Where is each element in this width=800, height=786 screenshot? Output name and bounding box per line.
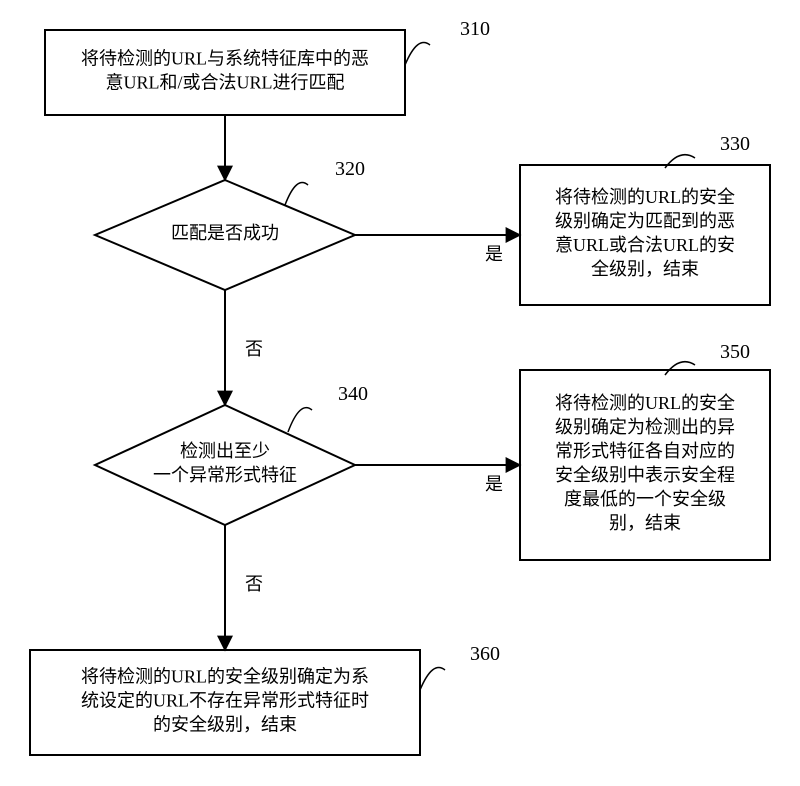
- node-n350-line-1: 级别确定为检测出的异: [555, 417, 735, 437]
- node-n310-line-0: 将待检测的URL与系统特征库中的恶: [81, 49, 369, 69]
- node-n350: 将待检测的URL的安全级别确定为检测出的异常形式特征各自对应的安全级别中表示安全…: [520, 341, 770, 560]
- node-n350-line-2: 常形式特征各自对应的: [555, 441, 735, 461]
- node-n330-line-3: 全级别，结束: [591, 259, 699, 279]
- label-n350: 350: [720, 341, 750, 363]
- node-n350-line-0: 将待检测的URL的安全: [555, 393, 735, 413]
- node-n360-line-2: 的安全级别，结束: [153, 715, 297, 735]
- node-n310: 将待检测的URL与系统特征库中的恶意URL和/或合法URL进行匹配 310: [45, 18, 490, 115]
- node-n340: 检测出至少一个异常形式特征 340: [95, 383, 368, 525]
- node-n330-line-1: 级别确定为匹配到的恶: [555, 211, 735, 231]
- node-n330-line-2: 意URL或合法URL的安: [555, 235, 735, 255]
- label-n310: 310: [460, 18, 490, 40]
- leader-n310: [405, 43, 430, 66]
- node-n360: 将待检测的URL的安全级别确定为系统设定的URL不存在异常形式特征时的安全级别，…: [30, 643, 500, 755]
- node-n310-line-1: 意URL和/或合法URL进行匹配: [105, 73, 344, 93]
- node-n360-line-1: 统设定的URL不存在异常形式特征时: [81, 691, 369, 711]
- leader-n360: [420, 668, 445, 691]
- node-n350-line-5: 别，结束: [609, 513, 681, 533]
- label-n320: 320: [335, 158, 365, 180]
- label-n330: 330: [720, 133, 750, 155]
- node-n340-line-1: 一个异常形式特征: [153, 465, 297, 485]
- edge-1-label: 否: [245, 339, 263, 359]
- node-n320-line-0: 匹配是否成功: [171, 223, 279, 243]
- edge-2-label: 是: [485, 244, 503, 264]
- leader-n320: [285, 183, 308, 206]
- edge-3-label: 否: [245, 574, 263, 594]
- node-n340-line-0: 检测出至少: [180, 441, 270, 461]
- node-n360-line-0: 将待检测的URL的安全级别确定为系: [81, 667, 369, 687]
- label-n340: 340: [338, 383, 368, 405]
- edge-4-label: 是: [485, 474, 503, 494]
- label-n360: 360: [470, 643, 500, 665]
- node-n330: 将待检测的URL的安全级别确定为匹配到的恶意URL或合法URL的安全级别，结束 3…: [520, 133, 770, 305]
- node-n350-line-4: 度最低的一个安全级: [564, 489, 726, 509]
- node-n350-line-3: 安全级别中表示安全程: [555, 465, 735, 485]
- node-n320: 匹配是否成功 320: [95, 158, 365, 290]
- leader-n340: [288, 408, 312, 432]
- node-n330-line-0: 将待检测的URL的安全: [555, 187, 735, 207]
